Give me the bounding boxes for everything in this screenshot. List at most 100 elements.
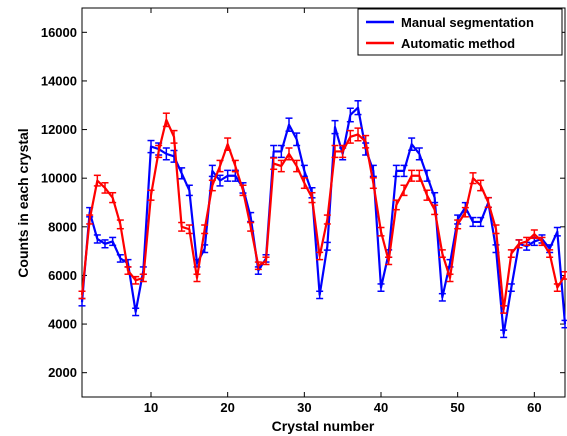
x-axis-title: Crystal number xyxy=(272,418,375,434)
y-axis: 2000 4000 6000 8000 10000 12000 14000 16000 xyxy=(41,25,565,380)
data-point xyxy=(369,177,377,190)
x-tick-label: 20 xyxy=(220,400,234,415)
data-point xyxy=(147,189,155,201)
data-point xyxy=(515,239,523,249)
y-tick-label: 8000 xyxy=(48,219,77,234)
data-point xyxy=(500,305,508,314)
data-point xyxy=(454,219,462,230)
data-point xyxy=(492,224,500,235)
data-point xyxy=(254,261,262,271)
data-point xyxy=(446,273,454,283)
data-point xyxy=(116,254,124,263)
data-point xyxy=(477,216,485,228)
data-point xyxy=(400,184,408,197)
data-point xyxy=(185,184,193,197)
data-point xyxy=(208,179,216,192)
data-point xyxy=(109,236,117,247)
data-point xyxy=(415,169,423,182)
data-point xyxy=(316,290,324,300)
data-point xyxy=(392,199,400,211)
data-point xyxy=(438,249,446,258)
data-point xyxy=(331,119,339,135)
data-point xyxy=(431,204,439,216)
data-point xyxy=(277,159,285,173)
data-point xyxy=(523,236,531,247)
data-point xyxy=(162,147,170,161)
data-point xyxy=(538,236,546,247)
data-point xyxy=(507,249,515,258)
legend-label-manual: Manual segmentation xyxy=(401,15,534,30)
data-point xyxy=(308,191,316,204)
data-point xyxy=(469,172,477,185)
data-point xyxy=(408,169,416,182)
data-point xyxy=(377,283,385,292)
data-point xyxy=(277,144,285,159)
data-point xyxy=(109,191,117,204)
data-point xyxy=(561,319,567,329)
data-point xyxy=(354,100,362,116)
data-point xyxy=(500,329,508,339)
data-point xyxy=(553,226,561,237)
data-point xyxy=(339,144,347,159)
data-point xyxy=(132,275,140,285)
series-layer xyxy=(78,100,567,339)
data-point xyxy=(293,159,301,173)
data-point xyxy=(415,147,423,161)
data-point xyxy=(385,256,393,266)
data-point xyxy=(431,191,439,204)
data-point xyxy=(423,169,431,182)
data-point xyxy=(101,182,109,194)
data-point xyxy=(346,129,354,144)
data-point xyxy=(185,224,193,235)
x-tick-label: 10 xyxy=(144,400,158,415)
data-point xyxy=(208,164,216,178)
data-point xyxy=(377,226,385,237)
data-point xyxy=(530,229,538,239)
data-point xyxy=(270,157,278,171)
y-axis-title: Counts in each crystal xyxy=(15,128,31,277)
data-point xyxy=(170,129,178,144)
data-point xyxy=(132,307,140,317)
data-point xyxy=(78,290,86,300)
data-point xyxy=(316,251,324,261)
data-point xyxy=(285,147,293,161)
legend-box xyxy=(357,8,563,56)
data-point xyxy=(553,283,561,292)
data-point xyxy=(392,164,400,178)
data-point xyxy=(262,256,270,266)
data-point xyxy=(561,271,567,280)
data-point xyxy=(469,216,477,228)
series-automatic xyxy=(78,112,567,314)
data-point xyxy=(285,117,293,132)
data-point xyxy=(323,214,331,225)
y-tick-label: 12000 xyxy=(41,122,77,137)
data-point xyxy=(216,174,224,187)
y-tick-label: 2000 xyxy=(48,365,77,380)
data-point xyxy=(239,184,247,197)
data-point xyxy=(101,239,109,249)
data-point xyxy=(139,273,147,283)
series-line xyxy=(80,118,566,311)
data-point xyxy=(162,112,170,128)
data-point xyxy=(224,137,232,151)
x-tick-label: 40 xyxy=(374,400,388,415)
data-point xyxy=(438,292,446,302)
data-point xyxy=(408,137,416,151)
data-point xyxy=(331,144,339,159)
data-point xyxy=(178,221,186,232)
y-tick-label: 10000 xyxy=(41,171,77,186)
series-line xyxy=(80,106,567,335)
data-point xyxy=(362,134,370,149)
data-point xyxy=(546,249,554,258)
data-point xyxy=(116,219,124,230)
data-point xyxy=(224,169,232,182)
data-point xyxy=(193,273,201,283)
data-point xyxy=(484,196,492,209)
y-tick-label: 4000 xyxy=(48,317,77,332)
data-point xyxy=(300,177,308,190)
data-point xyxy=(400,164,408,178)
y-tick-label: 6000 xyxy=(48,268,77,283)
data-point xyxy=(346,107,354,123)
x-axis: 10 20 30 40 50 60 xyxy=(144,8,542,415)
